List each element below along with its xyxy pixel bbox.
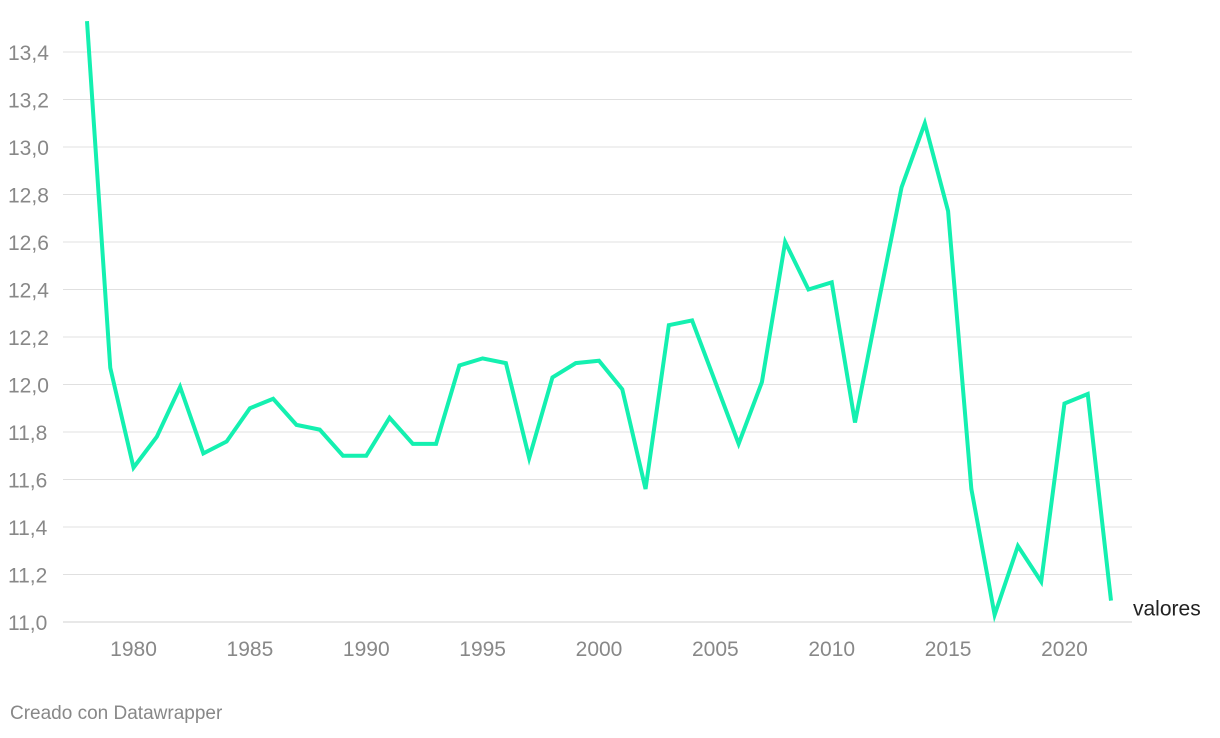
y-tick-label: 11,6 xyxy=(8,470,47,493)
y-tick-label: 13,4 xyxy=(8,42,49,65)
series-line xyxy=(85,20,1113,623)
x-tick-label: 2020 xyxy=(1041,638,1088,661)
y-tick-label: 13,0 xyxy=(8,137,49,160)
y-tick-label: 12,8 xyxy=(8,185,49,208)
y-tick-label: 11,4 xyxy=(8,517,48,540)
x-tick-label: 1980 xyxy=(110,638,157,661)
series-end-label: valores xyxy=(1133,598,1201,621)
y-tick-label: 12,6 xyxy=(8,232,49,255)
y-tick-label: 12,2 xyxy=(8,327,49,350)
gridlines xyxy=(63,51,1132,623)
y-tick-label: 11,2 xyxy=(8,565,47,588)
x-tick-label: 1985 xyxy=(227,638,274,661)
series-group: valores xyxy=(85,20,1201,623)
x-tick-label: 2005 xyxy=(692,638,739,661)
y-tick-label: 12,0 xyxy=(8,375,49,398)
y-tick-label: 12,4 xyxy=(8,280,49,303)
x-tick-label: 2010 xyxy=(808,638,855,661)
credit-text: Creado con Datawrapper xyxy=(10,703,223,724)
x-axis-ticks: 1980 1985 1990 1995 2000 2005 2010 2015 2020 xyxy=(110,638,1088,661)
x-tick-label: 2015 xyxy=(925,638,972,661)
x-tick-label: 1995 xyxy=(459,638,506,661)
y-axis-ticks: 11,0 11,2 11,4 11,6 11,8 12,0 12,2 12,4 12,6 12,8… xyxy=(8,42,49,635)
y-tick-label: 11,8 xyxy=(8,422,47,445)
x-tick-label: 2000 xyxy=(576,638,623,661)
x-tick-label: 1990 xyxy=(343,638,390,661)
y-tick-label: 13,2 xyxy=(8,90,49,113)
y-tick-label: 11,0 xyxy=(8,612,47,635)
